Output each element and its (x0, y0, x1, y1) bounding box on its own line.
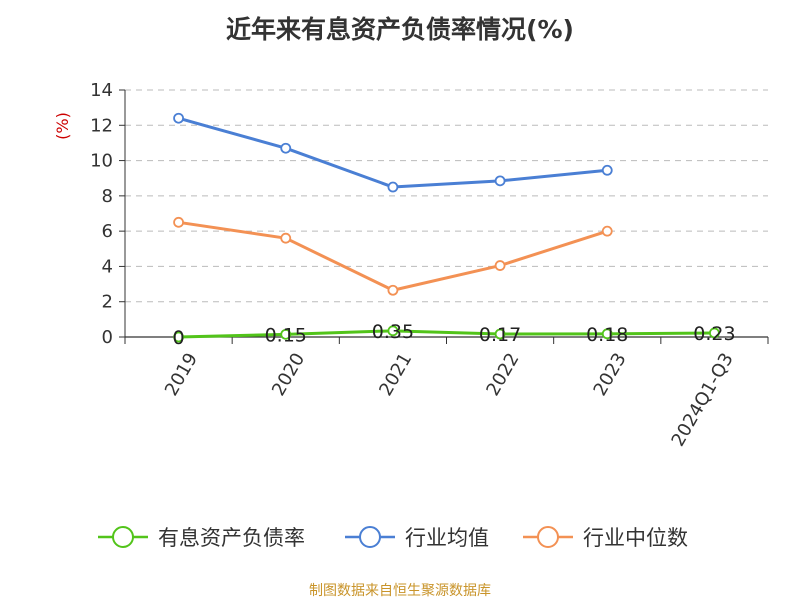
data-label: 0.35 (372, 321, 414, 343)
y-tick-label: 12 (90, 115, 113, 136)
chart-title: 近年来有息资产负债率情况(%) (226, 15, 574, 44)
y-tick-label: 6 (102, 221, 113, 242)
series-line (178, 116, 608, 189)
x-tick-label: 2024Q1-Q3 (668, 349, 738, 450)
legend-marker (359, 526, 381, 548)
legend-marker (112, 526, 134, 548)
data-labels: 0 0.15 0.35 0.17 0.18 0.23 (173, 321, 736, 349)
grid-lines (125, 89, 768, 303)
legend-marker (537, 526, 559, 548)
y-axis-label: (%) (53, 112, 72, 140)
data-label: 0.23 (693, 323, 735, 345)
data-point (601, 164, 613, 176)
legend-label: 行业均值 (405, 526, 489, 550)
series-lines (173, 112, 720, 343)
y-tick-label: 4 (102, 256, 113, 277)
data-point (709, 327, 720, 339)
data-point (173, 331, 184, 343)
data-label: 0 (173, 327, 185, 349)
series-line (178, 329, 715, 339)
x-tick-label: 2021 (375, 349, 416, 399)
data-point (387, 325, 399, 337)
source-note: 制图数据来自恒生聚源数据库 (309, 583, 491, 599)
data-point (280, 232, 292, 244)
x-tick-label: 2019 (161, 349, 202, 399)
x-tick-label: 2022 (482, 349, 523, 399)
data-point (387, 181, 399, 193)
legend-label: 有息资产负债率 (158, 526, 305, 550)
data-point (387, 284, 399, 296)
x-tick-label: 2023 (590, 349, 631, 399)
legend: 有息资产负债率 行业均值 行业中位数 (98, 526, 688, 550)
data-point (494, 260, 506, 271)
data-point (494, 328, 506, 340)
series-line (178, 220, 608, 292)
x-tick-label: 2020 (268, 349, 309, 399)
y-tick-label: 14 (90, 80, 113, 101)
y-tick-label: 10 (90, 151, 113, 172)
y-tick-label: 0 (102, 327, 113, 348)
data-point (601, 225, 613, 237)
data-point (601, 328, 613, 340)
legend-label: 行业中位数 (583, 526, 688, 550)
data-point (280, 328, 292, 340)
data-point (280, 142, 292, 154)
data-point (173, 112, 184, 124)
data-label: 0.18 (586, 324, 628, 346)
y-tick-label: 2 (102, 292, 113, 313)
data-point (494, 175, 506, 187)
axes: 0 2 4 6 8 10 12 14 2019 2020 2021 2022 2023 2024Q1-Q3 (90, 80, 769, 450)
y-tick-label: 8 (102, 186, 113, 207)
data-point (173, 216, 184, 228)
data-label: 0.17 (479, 324, 521, 346)
data-label: 0.15 (265, 324, 307, 346)
